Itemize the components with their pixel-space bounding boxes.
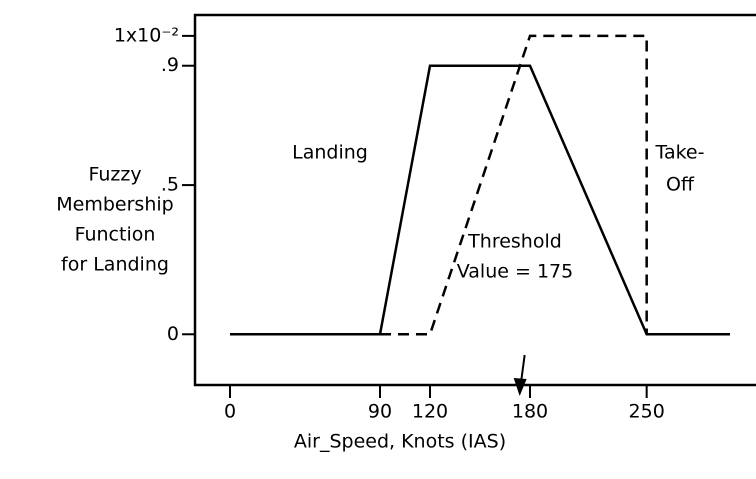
- annotation: Threshold: [467, 231, 562, 253]
- y-tick-label: 1x10⁻²: [114, 24, 179, 46]
- line: [380, 34, 648, 336]
- y-axis-label: for Landing: [61, 254, 169, 276]
- x-tick-label: 250: [629, 401, 665, 423]
- y-axis-label: Membership: [56, 194, 173, 216]
- x-tick-label: 120: [412, 401, 448, 423]
- y-tick-label: 0: [167, 323, 179, 345]
- annotation: Landing: [292, 142, 368, 164]
- annotation: Off: [666, 174, 695, 196]
- annotation: Value = 175: [457, 261, 573, 283]
- x-tick-label: 0: [224, 401, 236, 423]
- x-tick-label: 180: [512, 401, 548, 423]
- y-axis-label: Function: [75, 224, 156, 246]
- arrow-head: [513, 378, 527, 396]
- line: [230, 64, 730, 336]
- y-tick-label: .9: [161, 54, 179, 76]
- y-tick-label: .5: [161, 174, 179, 196]
- plot-frame: [193, 13, 756, 387]
- annotation: Take-: [655, 142, 705, 164]
- y-axis-label: Fuzzy: [88, 164, 141, 186]
- x-tick-label: 90: [368, 401, 392, 423]
- x-axis-label: Air_Speed, Knots (IAS): [294, 431, 506, 453]
